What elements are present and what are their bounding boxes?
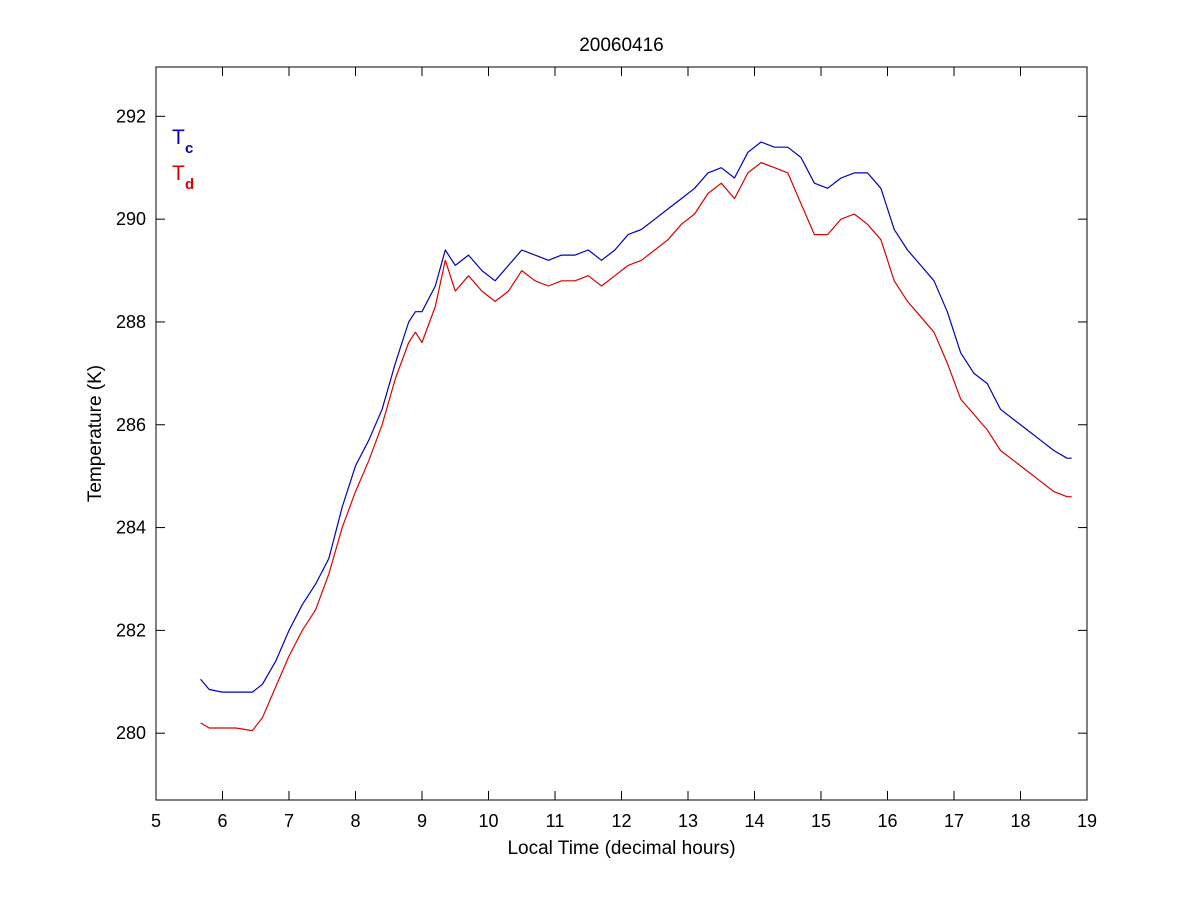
x-tick-label: 14 [744, 811, 764, 831]
series-line-T-d [200, 162, 1072, 732]
y-tick-label: 286 [116, 415, 146, 435]
x-tick-label: 11 [546, 811, 565, 831]
y-tick-label: 280 [116, 723, 146, 743]
x-tick-label: 10 [478, 811, 498, 831]
x-tick-label: 17 [944, 811, 964, 831]
y-tick-label: 288 [116, 312, 146, 332]
x-tick-label: 13 [678, 811, 698, 831]
x-tick-label: 8 [350, 811, 360, 831]
x-tick-label: 18 [1010, 811, 1030, 831]
legend-entry: T [172, 162, 185, 185]
legend-entry-subscript: c [185, 140, 193, 157]
y-axis-title: Temperature (K) [85, 365, 106, 502]
ticks-layer: 5 6 7 8 9 10 11 12 13 14 15 16 17 18 19 280 282 284 286 288… [116, 67, 1097, 831]
legend-entry-subscript: d [185, 176, 194, 193]
x-tick-label: 6 [217, 811, 227, 831]
series-line-T-c [200, 141, 1072, 693]
series-layer [200, 141, 1072, 732]
x-tick-label: 9 [417, 811, 427, 831]
chart-title: 20060416 [579, 35, 664, 56]
x-tick-label: 16 [877, 811, 897, 831]
y-tick-label: 282 [116, 620, 146, 640]
y-tick-label: 284 [116, 518, 146, 538]
x-tick-label: 5 [151, 811, 161, 831]
x-tick-label: 15 [811, 811, 831, 831]
legend-entry: T [172, 126, 185, 149]
y-tick-label: 290 [116, 209, 146, 229]
x-tick-label: 7 [284, 811, 294, 831]
x-tick-label: 19 [1077, 811, 1097, 831]
x-axis-title: Local Time (decimal hours) [507, 838, 735, 859]
y-tick-label: 292 [116, 106, 146, 126]
x-tick-label: 12 [611, 811, 631, 831]
